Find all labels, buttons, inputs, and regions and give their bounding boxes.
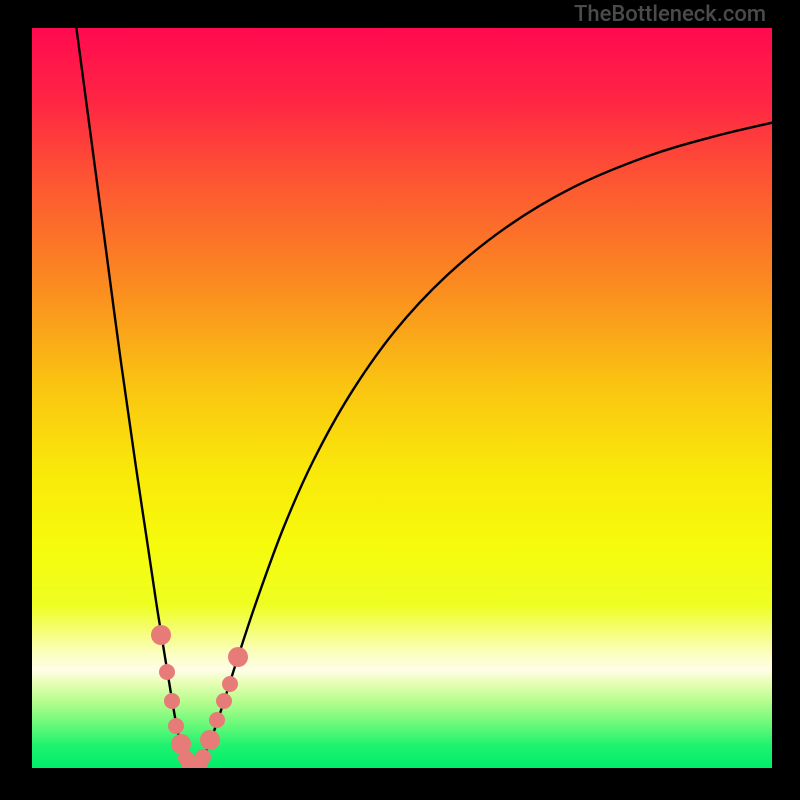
data-marker [200, 730, 220, 750]
data-marker [168, 718, 184, 734]
data-marker [216, 693, 232, 709]
data-marker [159, 664, 175, 680]
watermark-text: TheBottleneck.com [574, 2, 766, 27]
data-marker [164, 693, 180, 709]
chart-stage: TheBottleneck.com [0, 0, 800, 800]
data-marker [222, 676, 238, 692]
right-branch-line [194, 123, 772, 768]
data-marker [209, 712, 225, 728]
plot-area [32, 28, 772, 768]
curve-layer [32, 28, 772, 768]
data-marker [151, 625, 171, 645]
data-marker [195, 749, 211, 765]
data-marker [228, 647, 248, 667]
left-branch-line [76, 28, 194, 768]
